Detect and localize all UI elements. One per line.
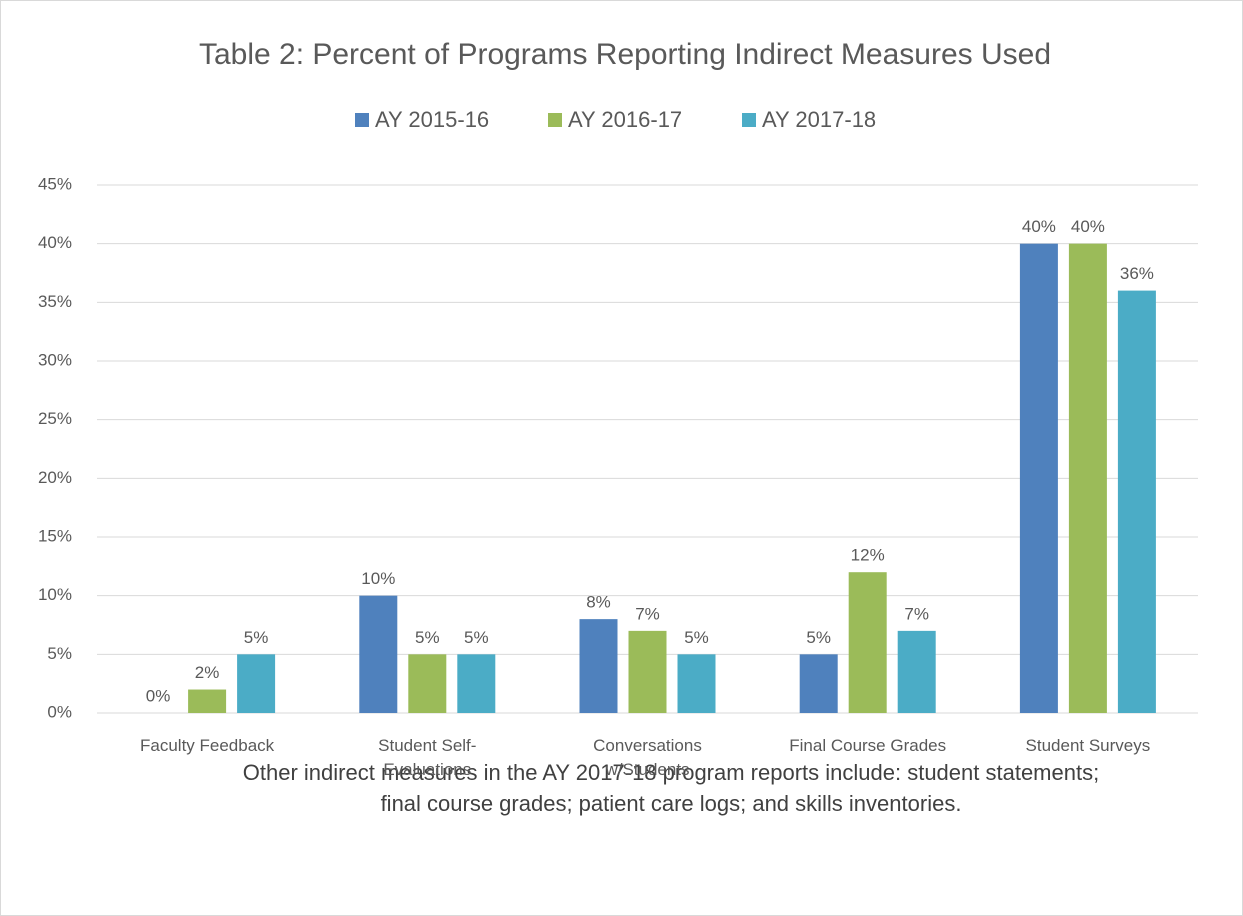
legend-swatch	[548, 113, 562, 127]
bar	[1019, 243, 1058, 713]
data-label: 36%	[1120, 264, 1154, 283]
bar	[457, 654, 496, 713]
data-label: 7%	[904, 604, 929, 623]
y-tick-label: 5%	[47, 644, 72, 663]
data-label: 2%	[195, 663, 220, 682]
data-label: 5%	[415, 628, 440, 647]
data-label: 12%	[851, 546, 885, 565]
y-tick-label: 30%	[38, 350, 72, 369]
y-tick-label: 25%	[38, 409, 72, 428]
data-label: 7%	[635, 604, 660, 623]
y-tick-label: 45%	[38, 174, 72, 193]
y-tick-label: 10%	[38, 585, 72, 604]
bar	[359, 595, 398, 713]
legend-swatch	[355, 113, 369, 127]
annotation: Other indirect measures in the AY 2017-1…	[242, 760, 1100, 816]
data-label: 10%	[361, 569, 395, 588]
y-tick-label: 0%	[47, 702, 72, 721]
x-tick-label: Faculty Feedback	[140, 736, 275, 755]
bar	[628, 630, 667, 713]
y-tick-label: 35%	[38, 292, 72, 311]
bar	[799, 654, 838, 713]
data-label: 5%	[464, 628, 489, 647]
bar	[1068, 243, 1107, 713]
x-tick-label: Final Course Grades	[789, 736, 947, 755]
bar	[237, 654, 276, 713]
legend-swatch	[742, 113, 756, 127]
x-tick-label: Student Surveys	[1025, 736, 1151, 755]
data-label: 5%	[244, 628, 269, 647]
legend-label: AY 2016-17	[568, 107, 682, 132]
bar	[408, 654, 447, 713]
data-label: 8%	[586, 593, 611, 612]
bar	[188, 689, 227, 713]
data-label: 5%	[684, 628, 709, 647]
x-tick-label: Student Self- Evaluations	[378, 736, 477, 779]
data-label: 5%	[806, 628, 831, 647]
legend-label: AY 2017-18	[762, 107, 876, 132]
bar	[848, 572, 887, 713]
chart-title: Table 2: Percent of Programs Reporting I…	[199, 38, 1051, 71]
y-tick-label: 20%	[38, 468, 72, 487]
y-tick-label: 40%	[38, 233, 72, 252]
data-label: 0%	[146, 686, 171, 705]
x-tick-label: Conversations w/Students	[593, 736, 702, 779]
legend-label: AY 2015-16	[375, 107, 489, 132]
data-label: 40%	[1022, 217, 1056, 236]
bar	[579, 619, 618, 713]
bar	[897, 630, 936, 713]
data-label: 40%	[1071, 217, 1105, 236]
bar	[677, 654, 716, 713]
y-tick-label: 15%	[38, 526, 72, 545]
bar	[1117, 290, 1156, 713]
